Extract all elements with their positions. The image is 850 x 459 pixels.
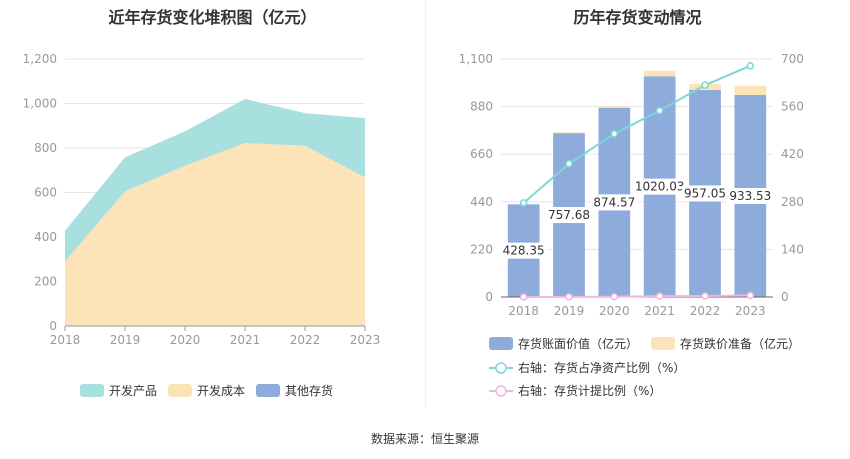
y-right-tick-label: 700 (781, 52, 804, 66)
legend-label: 开发产品 (109, 383, 157, 398)
line-point (701, 81, 709, 89)
y-left-tick-label: 0 (485, 290, 493, 304)
left-chart-title: 近年存货变化堆积图（亿元） (108, 8, 317, 27)
legend-marker (495, 362, 507, 374)
stacked-bar-line-chart: 0 220 440 660 880 1,100 0 140 280 420 560 700 2018 20… (459, 52, 804, 398)
data-label-bg (681, 185, 729, 202)
data-source: 数据来源：恒生聚源 (370, 432, 479, 446)
y-tick-label: 0 (49, 319, 57, 333)
x-tick-label: 2018 (50, 333, 81, 347)
x-tick-label: 2023 (350, 333, 381, 347)
line-point (519, 199, 528, 207)
y-right-tick-label: 280 (781, 195, 804, 209)
data-label: 1020.03 (635, 180, 685, 194)
data-label: 428.35 (503, 244, 545, 258)
y-right-tick-label: 140 (781, 242, 804, 256)
legend-label: 存货跌价准备（亿元） (680, 336, 800, 351)
x-tick-label: 2020 (599, 304, 630, 318)
data-label-bg (632, 178, 687, 195)
x-tick-label: 2022 (690, 304, 721, 318)
legend-swatch (256, 384, 280, 397)
x-tick-label: 2021 (230, 333, 261, 347)
y-left-tick-label: 660 (470, 147, 493, 161)
line-point (610, 130, 619, 138)
legend-marker (495, 385, 507, 397)
bar-provision (643, 70, 676, 77)
data-label: 757.68 (548, 208, 590, 222)
line-point (746, 291, 755, 300)
area-series (65, 99, 365, 262)
y-left-tick-label: 1,100 (459, 52, 493, 66)
data-label-bg (591, 194, 638, 211)
y-tick-label: 1,200 (23, 52, 57, 66)
legend-label: 右轴：存货占净资产比例（%） (518, 360, 685, 375)
line-point (655, 106, 664, 115)
x-tick-label: 2020 (170, 333, 201, 347)
line-point (565, 293, 573, 301)
legend-swatch (80, 384, 104, 397)
legend-swatch (489, 337, 513, 350)
legend-label: 右轴：存货计提比例（%） (518, 383, 661, 398)
bar-provision (734, 85, 767, 96)
line-point (655, 292, 664, 300)
line-point (701, 292, 709, 300)
y-left-tick-label: 220 (470, 242, 493, 256)
line-point (565, 159, 573, 168)
y-right-tick-label: 560 (781, 100, 804, 114)
x-tick-label: 2022 (290, 333, 321, 347)
x-tick-label: 2021 (644, 304, 675, 318)
x-tick-label: 2023 (735, 304, 766, 318)
data-label-bg (545, 207, 593, 224)
y-left-tick-label: 440 (470, 195, 493, 209)
line-series (523, 294, 751, 298)
stacked-area-chart: 0 200 400 600 800 1,000 1,200 2018 2019 2020 2021 2… (23, 52, 381, 398)
line-series (523, 64, 751, 204)
y-right-tick-label: 0 (781, 290, 789, 304)
bar-provision (553, 132, 585, 134)
bar-provision (598, 106, 631, 108)
y-tick-label: 200 (34, 275, 57, 289)
right-chart-title: 历年存货变动情况 (573, 8, 702, 27)
x-tick-label: 2018 (508, 304, 539, 318)
y-right-tick-label: 420 (781, 147, 804, 161)
area-series (65, 143, 365, 326)
y-tick-label: 600 (34, 186, 57, 200)
legend-label: 其他存货 (285, 383, 333, 398)
legend-label: 开发成本 (197, 383, 245, 398)
data-label-bg (727, 188, 774, 205)
data-label: 957.05 (684, 186, 726, 200)
chart-divider (425, 0, 426, 408)
line-point (519, 293, 528, 301)
line-point (746, 62, 755, 70)
legend-label: 存货账面价值（亿元） (518, 336, 638, 351)
y-tick-label: 800 (34, 141, 57, 155)
line-point (610, 292, 619, 301)
y-tick-label: 1,000 (23, 97, 57, 111)
legend-swatch (168, 384, 192, 397)
y-left-tick-label: 880 (470, 100, 493, 114)
data-label: 874.57 (593, 195, 635, 209)
x-tick-label: 2019 (554, 304, 585, 318)
data-label-bg (500, 242, 547, 259)
legend-swatch (651, 337, 675, 350)
y-tick-label: 400 (34, 230, 57, 244)
data-label: 933.53 (729, 189, 771, 203)
x-tick-label: 2019 (110, 333, 141, 347)
